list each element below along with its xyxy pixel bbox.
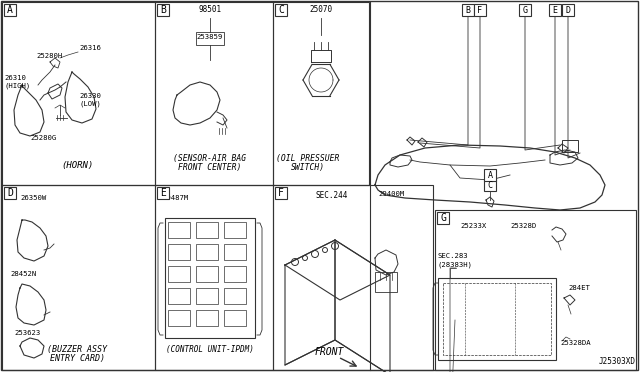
Bar bbox=[196, 32, 224, 45]
Bar bbox=[157, 187, 169, 199]
Text: F: F bbox=[278, 188, 284, 198]
Text: E: E bbox=[552, 6, 557, 15]
Text: 26310: 26310 bbox=[4, 75, 26, 81]
Bar bbox=[474, 4, 486, 16]
Text: (SENSOR-AIR BAG: (SENSOR-AIR BAG bbox=[173, 154, 246, 163]
Text: 25280H: 25280H bbox=[36, 53, 62, 59]
Text: G: G bbox=[522, 6, 527, 15]
Text: 26350W: 26350W bbox=[20, 195, 46, 201]
Text: SEC.283: SEC.283 bbox=[438, 253, 468, 259]
Bar bbox=[275, 187, 287, 199]
Bar bbox=[168, 310, 190, 326]
Bar bbox=[196, 310, 218, 326]
Bar bbox=[196, 266, 218, 282]
Bar bbox=[438, 278, 556, 360]
Text: E: E bbox=[160, 188, 166, 198]
Text: 25233X: 25233X bbox=[460, 223, 486, 229]
Bar bbox=[275, 4, 287, 16]
Bar bbox=[2, 185, 155, 370]
Bar bbox=[168, 288, 190, 304]
Bar bbox=[562, 140, 578, 152]
Text: 25280G: 25280G bbox=[30, 135, 56, 141]
Text: 25070: 25070 bbox=[309, 5, 333, 14]
Text: FRONT CENTER): FRONT CENTER) bbox=[179, 163, 242, 172]
Bar bbox=[157, 4, 169, 16]
Text: SWITCH): SWITCH) bbox=[291, 163, 325, 172]
Text: B: B bbox=[465, 6, 470, 15]
Text: D: D bbox=[566, 6, 570, 15]
Text: J25303XD: J25303XD bbox=[599, 357, 636, 366]
Bar bbox=[224, 310, 246, 326]
Text: 29400M: 29400M bbox=[378, 191, 404, 197]
Text: 26330: 26330 bbox=[79, 93, 101, 99]
Text: (HIGH): (HIGH) bbox=[4, 82, 30, 89]
Text: F: F bbox=[477, 6, 483, 15]
Bar bbox=[155, 185, 273, 370]
Text: (OIL PRESSUER: (OIL PRESSUER bbox=[276, 154, 340, 163]
Bar bbox=[196, 288, 218, 304]
Text: ENTRY CARD): ENTRY CARD) bbox=[49, 354, 104, 363]
Text: (BUZZER ASSY: (BUZZER ASSY bbox=[47, 345, 107, 354]
Text: 28452N: 28452N bbox=[10, 271, 36, 277]
Text: 253623: 253623 bbox=[14, 330, 40, 336]
Bar bbox=[273, 2, 369, 185]
Bar bbox=[196, 244, 218, 260]
Bar bbox=[168, 222, 190, 238]
Bar bbox=[273, 185, 433, 370]
Text: 98501: 98501 bbox=[198, 5, 221, 14]
Text: 26316: 26316 bbox=[79, 45, 101, 51]
Bar bbox=[562, 4, 574, 16]
Text: 25328D: 25328D bbox=[510, 223, 536, 229]
Bar bbox=[165, 218, 255, 338]
Text: (CONTROL UNIT-IPDM): (CONTROL UNIT-IPDM) bbox=[166, 345, 254, 354]
Text: (HORN): (HORN) bbox=[61, 161, 93, 170]
Text: 29487M: 29487M bbox=[162, 195, 188, 201]
Text: 25328DA: 25328DA bbox=[560, 340, 591, 346]
Text: B: B bbox=[160, 5, 166, 15]
Bar bbox=[4, 4, 16, 16]
Bar bbox=[168, 244, 190, 260]
Text: FRONT: FRONT bbox=[315, 347, 344, 357]
Text: SEC.244: SEC.244 bbox=[316, 191, 348, 200]
Text: D: D bbox=[7, 188, 13, 198]
Text: C: C bbox=[488, 180, 493, 189]
Text: A: A bbox=[7, 5, 13, 15]
Bar bbox=[224, 222, 246, 238]
Bar bbox=[549, 4, 561, 16]
Bar bbox=[519, 4, 531, 16]
Bar bbox=[224, 266, 246, 282]
Text: 253859: 253859 bbox=[197, 34, 223, 40]
Bar bbox=[4, 187, 16, 199]
Bar bbox=[435, 210, 636, 370]
Bar bbox=[155, 2, 273, 185]
Text: A: A bbox=[488, 170, 493, 180]
Text: (LOW): (LOW) bbox=[79, 100, 101, 106]
Bar bbox=[224, 244, 246, 260]
Bar bbox=[196, 222, 218, 238]
Text: (28383H): (28383H) bbox=[438, 262, 473, 269]
Bar bbox=[224, 288, 246, 304]
Bar bbox=[484, 179, 496, 191]
Text: C: C bbox=[278, 5, 284, 15]
Bar bbox=[462, 4, 474, 16]
Bar bbox=[443, 283, 551, 355]
Text: 284ET: 284ET bbox=[568, 285, 590, 291]
Text: G: G bbox=[440, 213, 446, 223]
Bar bbox=[484, 169, 496, 181]
Bar bbox=[375, 272, 397, 292]
Bar bbox=[2, 2, 155, 185]
Bar bbox=[168, 266, 190, 282]
Bar bbox=[437, 212, 449, 224]
